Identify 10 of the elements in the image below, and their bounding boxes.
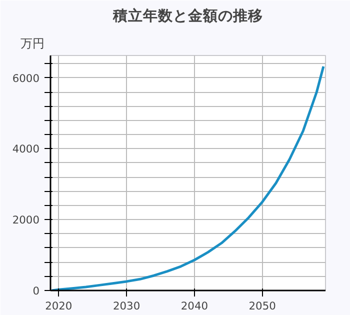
y-axis-title: 万円 (20, 36, 44, 50)
chart-title: 積立年数と金額の推移 (112, 6, 263, 24)
x-tick-label: 2050 (248, 300, 276, 312)
y-tick-label: 4000 (12, 142, 40, 156)
y-tick-label: 2000 (12, 214, 40, 227)
x-tick-label: 2020 (45, 300, 72, 312)
x-tick-label: 2040 (180, 300, 208, 312)
y-tick-label: 6000 (12, 72, 40, 85)
y-tick-label: 0 (32, 284, 40, 298)
x-tick-label: 2030 (112, 300, 140, 312)
